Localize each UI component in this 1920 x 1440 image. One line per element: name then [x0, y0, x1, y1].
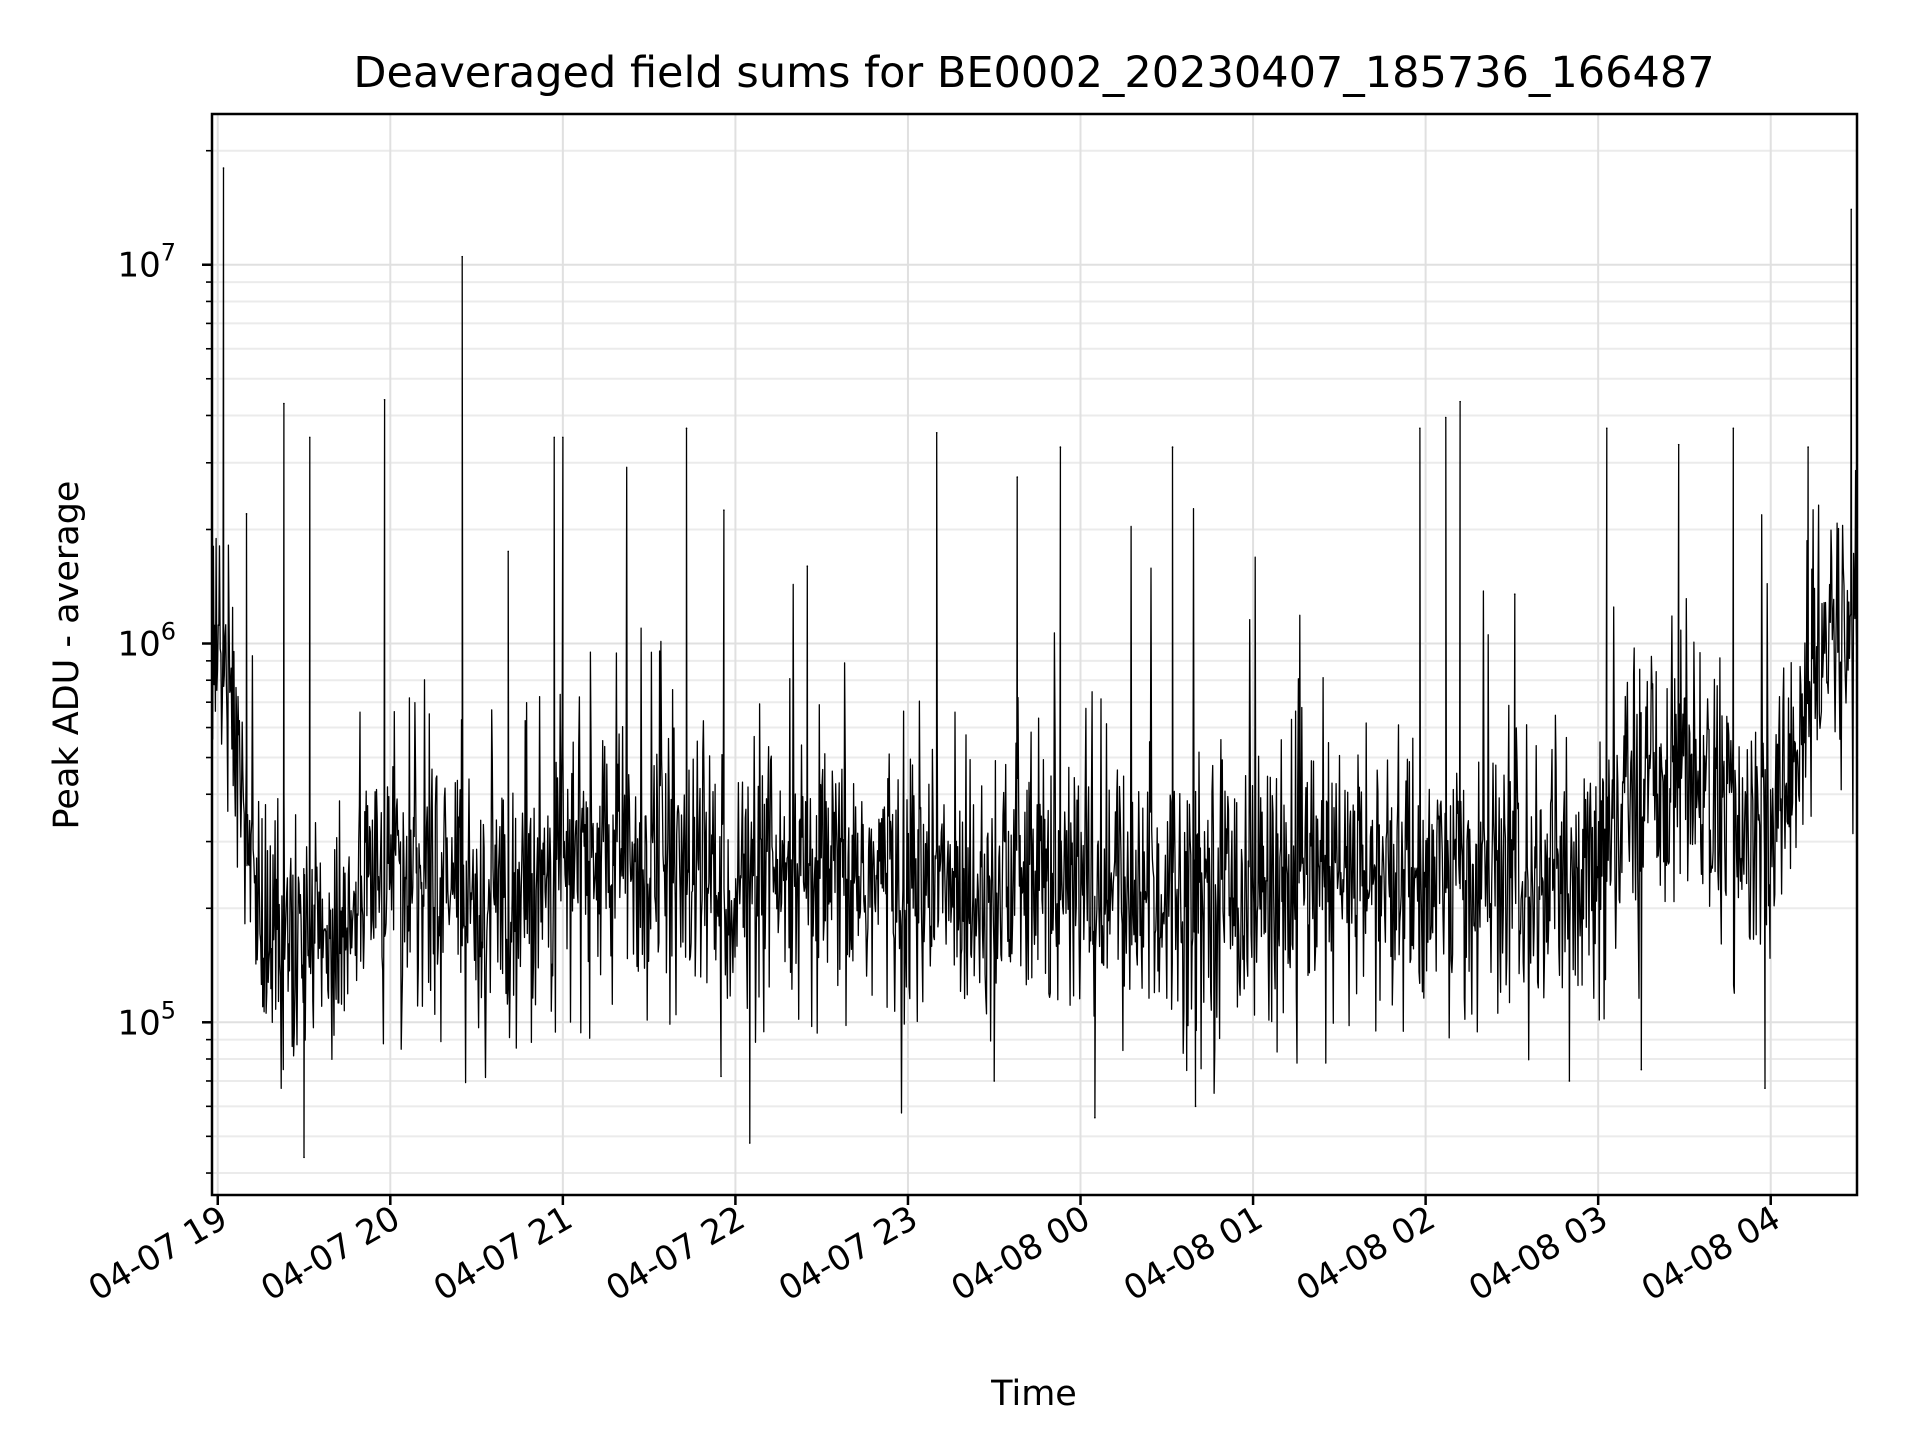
x-axis-label: Time: [990, 1374, 1077, 1414]
data-point-dip: [748, 1142, 751, 1144]
series-group: [211, 167, 1858, 1159]
data-point-peak: [1677, 443, 1680, 446]
data-point-peak: [283, 402, 285, 405]
y-tick-label-exponent: 7: [161, 239, 176, 267]
data-point-dip: [993, 1080, 996, 1082]
data-point-peak: [245, 513, 248, 515]
data-point-peak: [562, 436, 564, 439]
data-point-peak: [222, 167, 225, 169]
data-point-peak: [1444, 416, 1447, 419]
y-tick-label-base: 10: [117, 625, 160, 665]
y-tick-label: 107: [117, 239, 176, 286]
data-point-dip: [1640, 1068, 1643, 1071]
data-point-peak: [723, 509, 725, 511]
data-point-dip: [1568, 1080, 1571, 1082]
data-point-peak: [308, 436, 311, 439]
data-point-peak: [1850, 208, 1853, 211]
data-point-peak: [1419, 427, 1421, 430]
data-point-peak: [1459, 400, 1461, 403]
data-point-dip: [1194, 1105, 1197, 1108]
data-point-peak: [507, 550, 510, 553]
chart-title: Deaveraged field sums for BE0002_2023040…: [353, 48, 1714, 98]
data-point-peak: [1016, 476, 1019, 478]
y-tick-label-exponent: 5: [161, 996, 176, 1024]
data-point-dip: [303, 1156, 305, 1159]
y-tick-label-base: 10: [117, 246, 160, 286]
data-point-peak: [806, 565, 809, 567]
plot-frame: [210, 112, 1859, 1197]
data-point-peak: [461, 255, 464, 258]
y-tick-label: 106: [117, 618, 176, 665]
series-line: [211, 167, 1858, 1159]
data-point-peak: [383, 398, 386, 401]
data-point-peak: [1605, 427, 1608, 430]
data-point-peak: [1059, 446, 1062, 448]
data-point-peak: [685, 427, 688, 430]
y-tick-label-base: 10: [117, 1003, 160, 1043]
data-point-peak: [935, 431, 938, 434]
data-point-peak: [1807, 446, 1809, 448]
data-point-peak: [1513, 593, 1516, 595]
data-point-dip: [720, 1075, 722, 1078]
data-point-peak: [1171, 446, 1174, 448]
data-point-peak: [1732, 427, 1735, 430]
data-point-dip: [1094, 1116, 1096, 1119]
data-point-dip: [1764, 1087, 1766, 1089]
y-tick-label: 105: [117, 996, 176, 1043]
y-axis-label: Peak ADU - average: [47, 481, 87, 830]
data-point-peak: [553, 436, 556, 439]
y-tick-label-exponent: 6: [161, 618, 176, 646]
